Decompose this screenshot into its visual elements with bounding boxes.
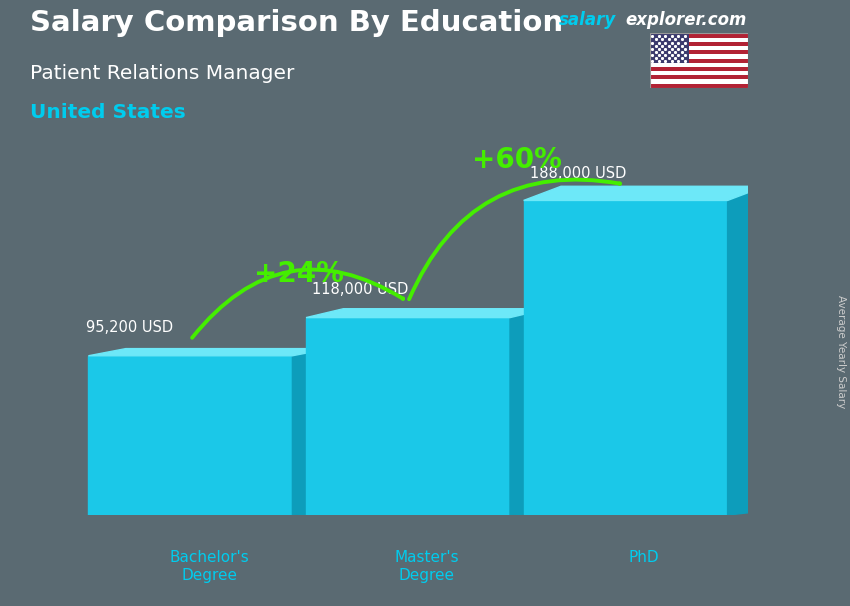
Text: 95,200 USD: 95,200 USD xyxy=(86,320,173,335)
Bar xyxy=(650,59,748,62)
Text: Average Yearly Salary: Average Yearly Salary xyxy=(836,295,846,408)
Text: 188,000 USD: 188,000 USD xyxy=(530,166,626,181)
Bar xyxy=(650,38,748,42)
Text: United States: United States xyxy=(30,103,185,122)
Bar xyxy=(650,33,689,62)
Text: +60%: +60% xyxy=(472,146,562,174)
Bar xyxy=(650,55,748,59)
Text: salary: salary xyxy=(559,11,616,29)
Bar xyxy=(650,84,748,88)
Bar xyxy=(88,356,292,515)
Polygon shape xyxy=(524,186,765,201)
Bar xyxy=(524,201,728,515)
Text: +24%: +24% xyxy=(254,260,344,288)
Text: 118,000 USD: 118,000 USD xyxy=(312,282,409,296)
Bar xyxy=(306,318,510,515)
Text: explorer.com: explorer.com xyxy=(626,11,747,29)
Bar xyxy=(650,50,748,55)
Bar xyxy=(650,75,748,79)
Bar xyxy=(650,67,748,71)
Bar xyxy=(650,46,748,50)
Bar xyxy=(650,71,748,75)
Bar xyxy=(650,33,748,38)
Text: Bachelor's
Degree: Bachelor's Degree xyxy=(169,550,249,582)
Bar xyxy=(650,42,748,46)
Text: Master's
Degree: Master's Degree xyxy=(394,550,459,582)
Bar xyxy=(650,79,748,84)
Polygon shape xyxy=(306,308,547,318)
Polygon shape xyxy=(88,348,330,356)
Text: PhD: PhD xyxy=(629,550,660,565)
Polygon shape xyxy=(292,348,330,515)
Text: Patient Relations Manager: Patient Relations Manager xyxy=(30,64,294,82)
Polygon shape xyxy=(728,186,765,515)
Bar xyxy=(650,62,748,67)
Text: Salary Comparison By Education: Salary Comparison By Education xyxy=(30,9,563,37)
Polygon shape xyxy=(510,308,547,515)
